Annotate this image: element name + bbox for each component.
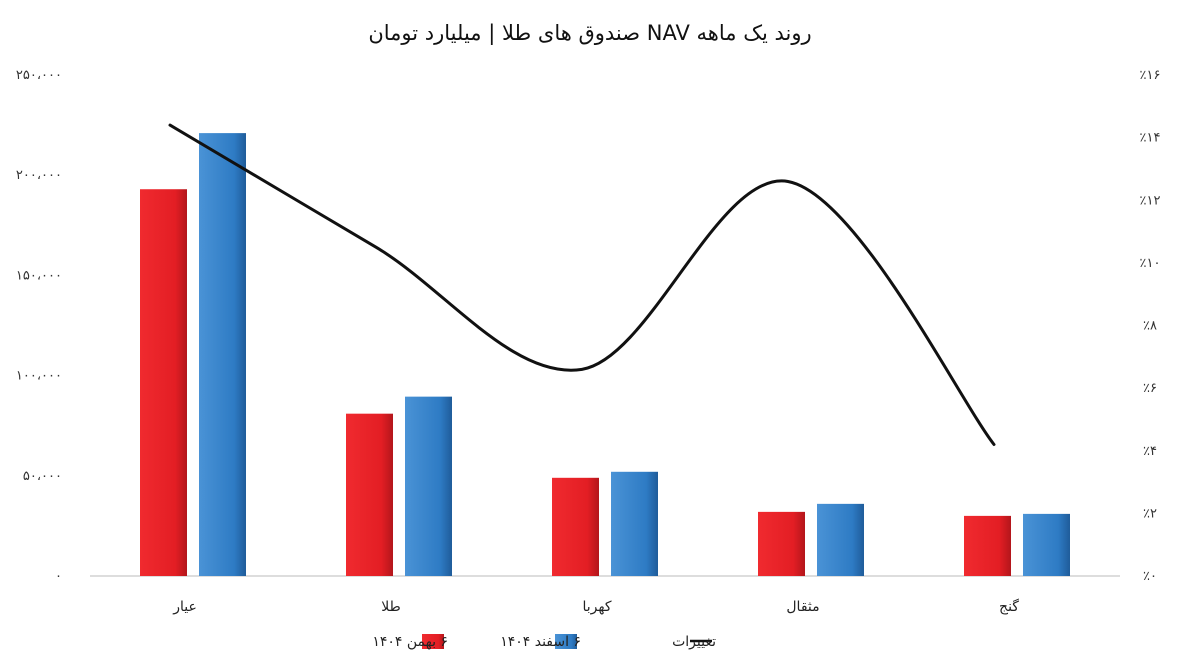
right-tick-label: ٪۱۰ bbox=[1140, 256, 1161, 271]
right-tick-label: ٪۱۲ bbox=[1140, 193, 1161, 208]
right-tick-label: ٪۶ bbox=[1143, 381, 1157, 396]
right-tick-label: ٪۱۶ bbox=[1140, 68, 1161, 83]
bar-esfand-2 bbox=[611, 471, 658, 576]
left-tick-label: ۲۰۰،۰۰۰ bbox=[16, 168, 62, 183]
legend-label-bahman: ۶ بهمن ۱۴۰۴ bbox=[372, 634, 448, 650]
legend-label-esfand: ۶ اسفند ۱۴۰۴ bbox=[500, 634, 581, 650]
left-axis: ۰ ۵۰،۰۰۰ ۱۰۰،۰۰۰ ۱۵۰،۰۰۰ ۲۰۰،۰۰۰ ۲۵۰،۰۰۰ bbox=[16, 68, 62, 584]
bar-esfand-0 bbox=[199, 133, 246, 576]
bar-series-group bbox=[140, 133, 1070, 576]
right-tick-label: ٪۰ bbox=[1143, 569, 1157, 584]
legend-swatch-bahman bbox=[422, 634, 444, 649]
right-tick-label: ٪۴ bbox=[1143, 444, 1157, 459]
category-label: طلا bbox=[381, 599, 401, 615]
right-tick-label: ٪۲ bbox=[1143, 506, 1157, 521]
bar-bahman-3 bbox=[758, 511, 805, 576]
right-tick-label: ٪۱۴ bbox=[1140, 131, 1161, 146]
bar-esfand-4 bbox=[1023, 513, 1070, 576]
left-tick-label: ۱۵۰،۰۰۰ bbox=[16, 268, 62, 283]
category-labels: عیار طلا کهربا مثقال گنج bbox=[172, 598, 1019, 615]
left-tick-label: ۵۰،۰۰۰ bbox=[23, 469, 62, 484]
bar-bahman-2 bbox=[552, 477, 599, 576]
legend: ۶ بهمن ۱۴۰۴ ۶ اسفند ۱۴۰۴ تغییرات bbox=[372, 634, 716, 650]
left-tick-label: ۱۰۰،۰۰۰ bbox=[16, 369, 62, 384]
bar-esfand-1 bbox=[405, 396, 452, 576]
chart-title: روند یک ماهه NAV صندوق های طلا | میلیارد… bbox=[368, 21, 811, 46]
legend-swatch-esfand bbox=[555, 634, 577, 649]
bar-bahman-1 bbox=[346, 413, 393, 576]
bar-bahman-0 bbox=[140, 189, 187, 576]
left-tick-label: ۲۵۰،۰۰۰ bbox=[16, 68, 62, 83]
legend-label-changes: تغییرات bbox=[672, 634, 716, 650]
left-tick-label: ۰ bbox=[55, 569, 62, 584]
line-series-group bbox=[168, 123, 996, 446]
right-tick-label: ٪۸ bbox=[1143, 319, 1157, 334]
category-label: گنج bbox=[999, 598, 1019, 615]
category-label: عیار bbox=[172, 599, 197, 615]
bar-bahman-4 bbox=[964, 515, 1011, 576]
changes-line bbox=[168, 123, 996, 446]
category-label: کهربا bbox=[582, 599, 611, 615]
bar-esfand-3 bbox=[817, 503, 864, 576]
right-axis: ٪۰ ٪۲ ٪۴ ٪۶ ٪۸ ٪۱۰ ٪۱۲ ٪۱۴ ٪۱۶ bbox=[1140, 68, 1161, 584]
category-label: مثقال bbox=[786, 599, 819, 615]
